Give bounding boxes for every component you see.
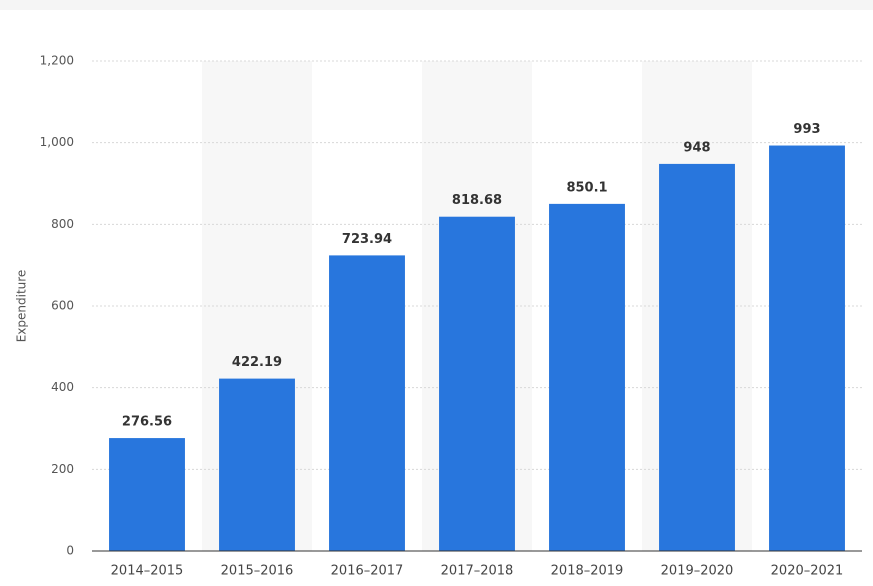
y-tick-label: 1,000 [40, 135, 74, 149]
bar [549, 203, 625, 551]
bar [769, 145, 845, 551]
bar [329, 255, 405, 551]
y-tick-label: 200 [51, 462, 74, 476]
x-tick-label: 2015–2016 [221, 564, 294, 579]
y-tick-label: 800 [51, 217, 74, 231]
y-tick-label: 600 [51, 299, 74, 313]
top-strip [0, 0, 873, 10]
bar [219, 378, 295, 551]
x-tick-label: 2017–2018 [441, 564, 514, 579]
value-label: 948 [683, 140, 710, 155]
x-tick-label: 2020–2021 [771, 564, 844, 579]
value-label: 723.94 [342, 232, 392, 247]
x-tick-label: 2018–2019 [551, 564, 624, 579]
value-label: 850.1 [566, 180, 607, 195]
bar [659, 163, 735, 551]
value-label: 276.56 [122, 415, 172, 430]
x-tick-label: 2016–2017 [331, 564, 404, 579]
x-tick-label: 2019–2020 [661, 564, 734, 579]
value-label: 993 [793, 122, 820, 137]
value-label: 422.19 [232, 355, 282, 370]
value-label: 818.68 [452, 193, 502, 208]
y-tick-label: 0 [66, 544, 74, 558]
x-tick-label: 2014–2015 [111, 564, 184, 579]
y-axis-label: Expenditure [15, 270, 29, 343]
bar [109, 438, 185, 551]
y-tick-label: 1,200 [40, 54, 74, 68]
y-tick-label: 400 [51, 380, 74, 394]
bar [439, 216, 515, 551]
